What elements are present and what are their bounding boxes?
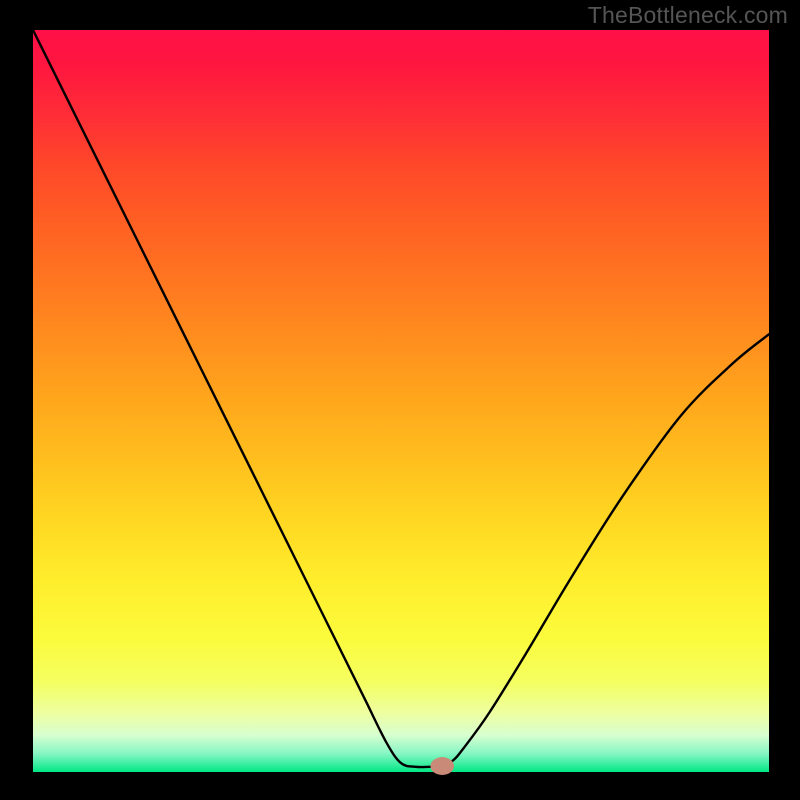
optimum-marker [430, 757, 454, 775]
bottleneck-chart [0, 0, 800, 800]
watermark-text: TheBottleneck.com [588, 2, 788, 29]
chart-background [33, 30, 769, 772]
figure-container: TheBottleneck.com [0, 0, 800, 800]
